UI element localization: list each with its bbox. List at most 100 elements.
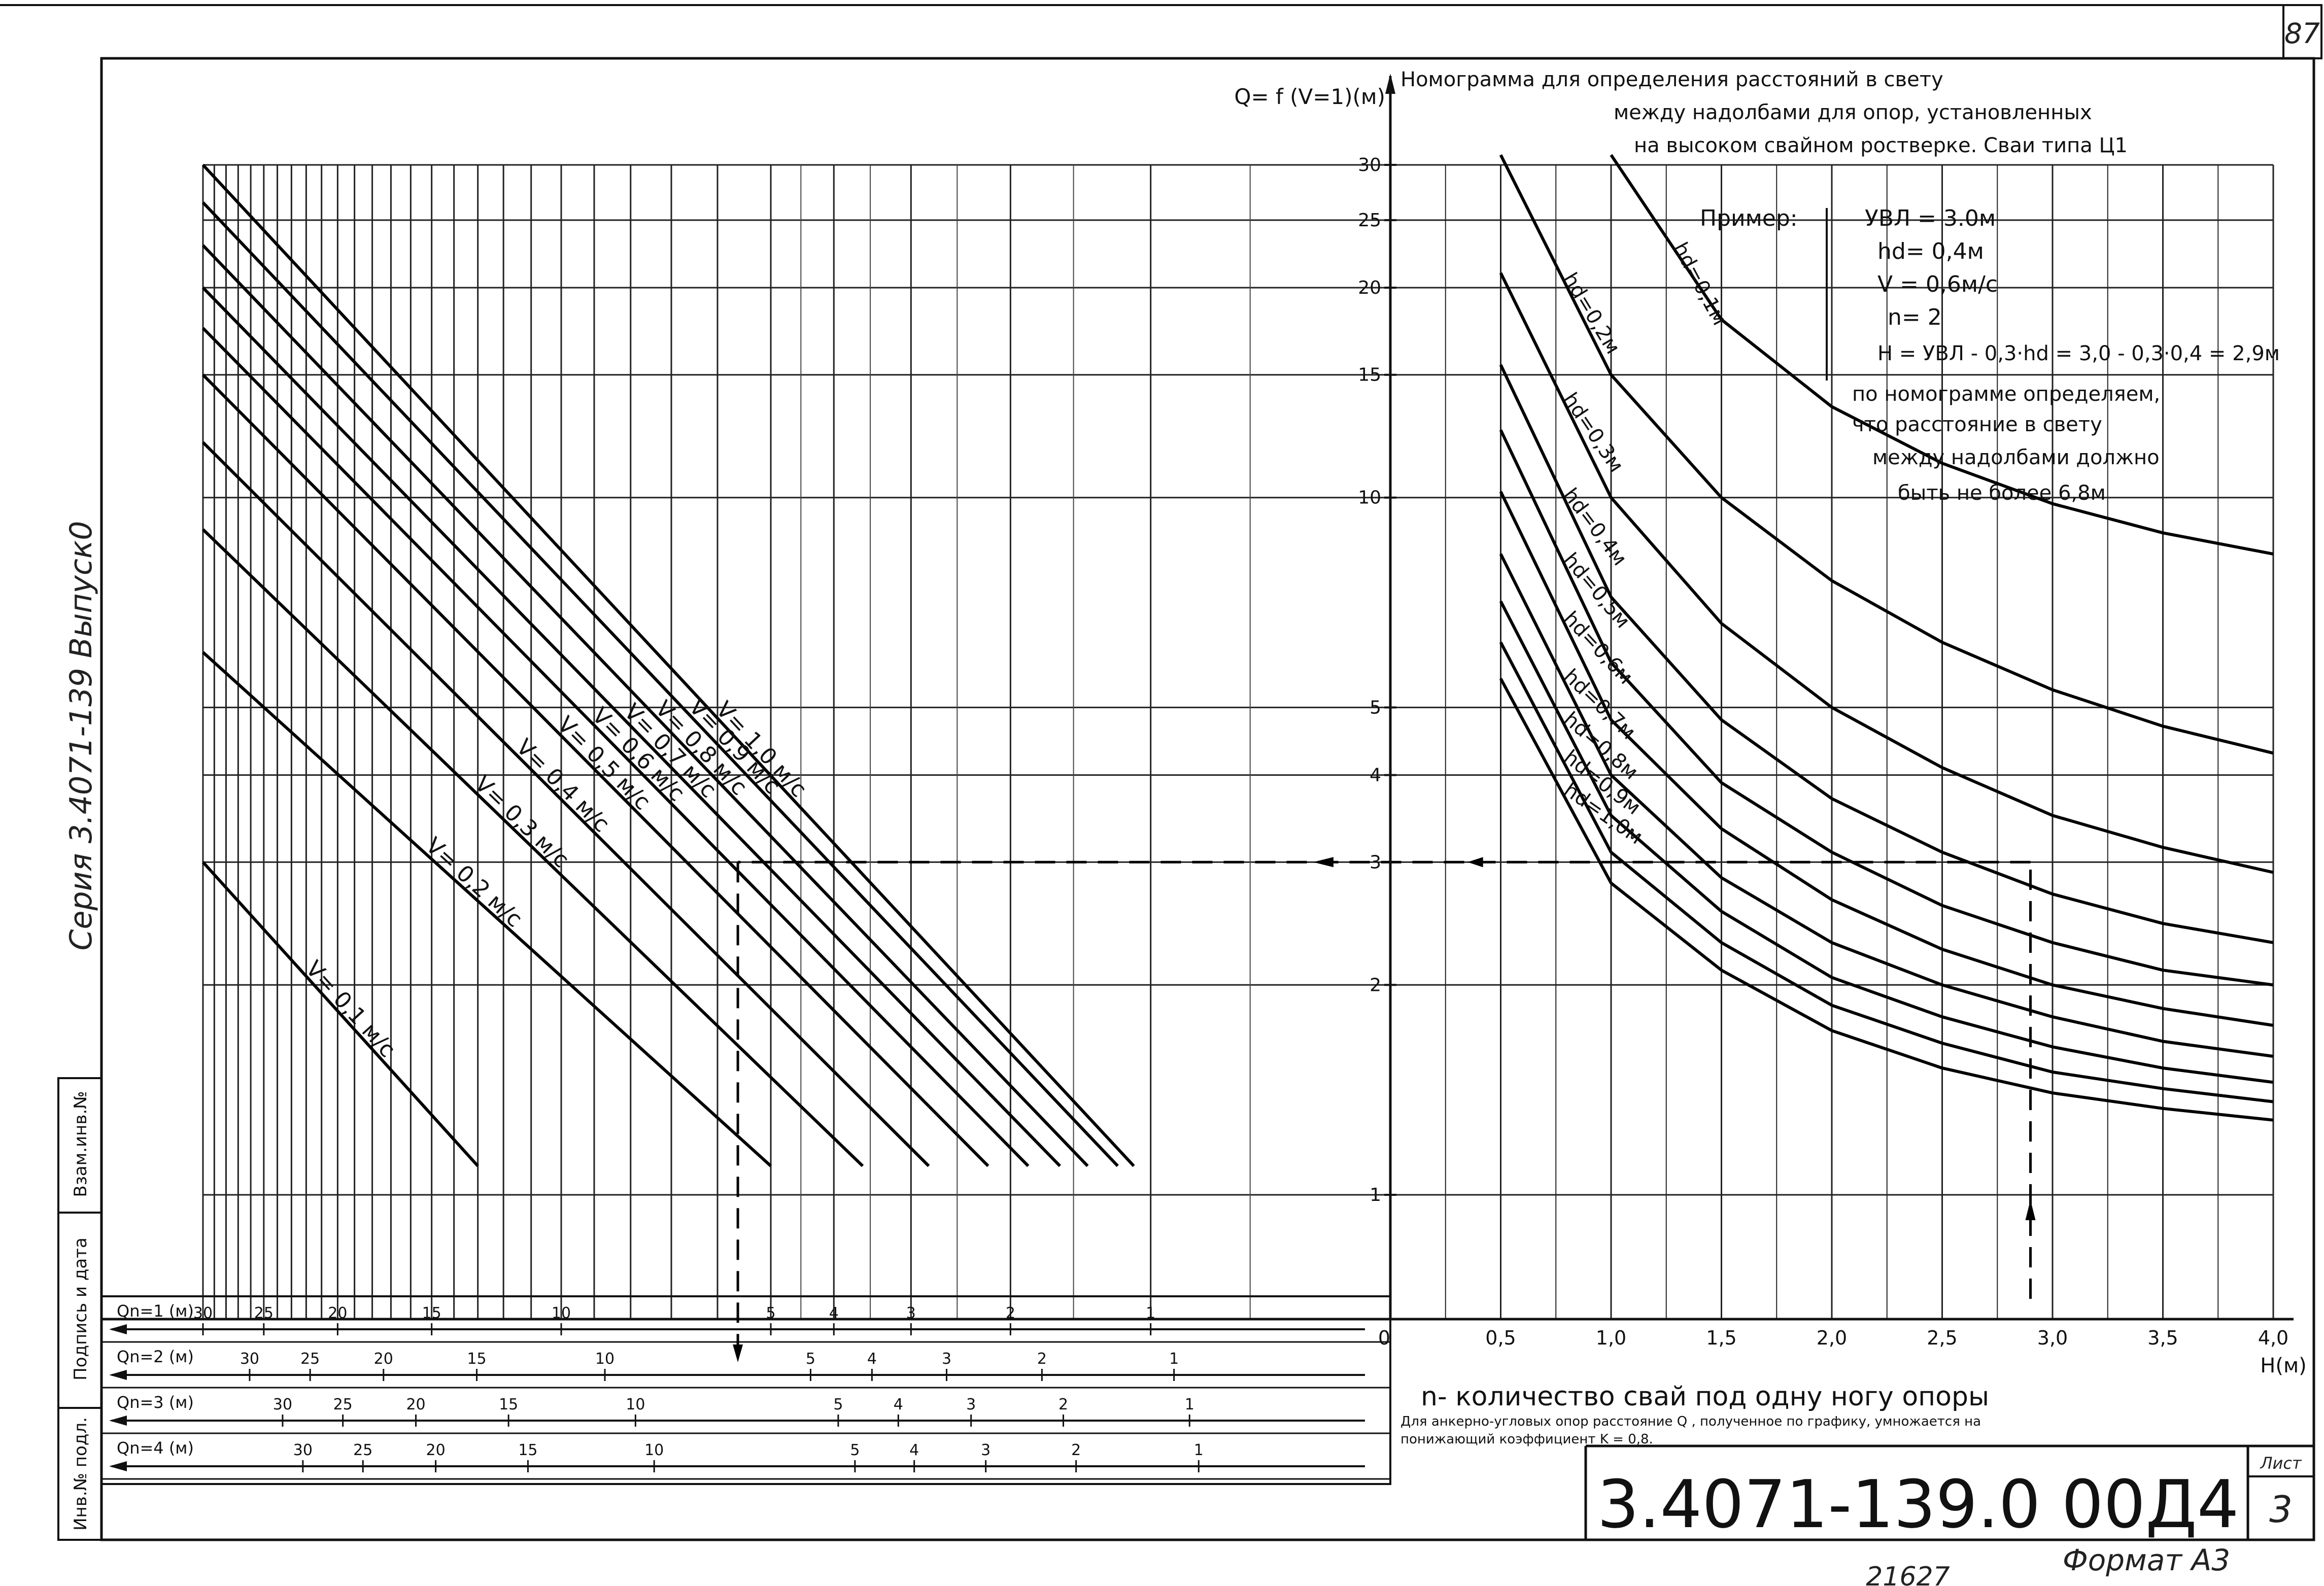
q-tick-label: 15 xyxy=(518,1441,537,1459)
hd-curve xyxy=(1499,491,2274,1027)
velocity-line xyxy=(201,163,1135,1167)
example-arrow-left xyxy=(1313,857,1334,868)
velocity-line xyxy=(201,244,1089,1167)
axes: 1 2 3 4 5 10 15 20 25 30 0,5 1,0 1,5 2,0 2,5 3,0 3,5 4,0 0… xyxy=(1358,155,2307,1377)
q-axis-label: Q= f (V=1)(м) xyxy=(1234,84,1385,109)
q-axis-label: Qn=2 (м) xyxy=(117,1347,194,1366)
q-tick-label: 10 xyxy=(626,1396,645,1413)
note-piles: n- количество свай под одну ногу опоры xyxy=(1421,1382,1989,1412)
sheet-number: 3 xyxy=(2269,1488,2293,1531)
example-arrow-left xyxy=(1467,857,1483,868)
q-axis-arrow xyxy=(109,1416,127,1426)
sheet-label: Лист xyxy=(2260,1454,2302,1473)
bottom-number: 21627 xyxy=(1866,1562,1950,1586)
y-tick-label: 25 xyxy=(1358,210,1381,231)
y-tick-label: 2 xyxy=(1370,975,1381,995)
velocity-line xyxy=(201,528,864,1167)
example-arrow-down xyxy=(733,1344,743,1362)
example-line: V = 0,6м/с xyxy=(1877,271,1998,297)
velocity-labels: V= 1,0 м/сV= 0,9 м/сV= 0,8 м/сV= 0,7 м/с… xyxy=(300,694,811,1062)
x-axis-label: H(м) xyxy=(2260,1354,2306,1377)
bottom-notes: n- количество свай под одну ногу опоры Д… xyxy=(1400,1382,1989,1447)
title-line-3: на высоком свайном ростверке. Сваи типа … xyxy=(1634,134,2128,157)
hd-curve xyxy=(1610,154,2274,556)
q-axis-arrow xyxy=(1385,74,1395,94)
q-tick-label: 10 xyxy=(644,1441,664,1459)
q-tick-label: 2 xyxy=(1071,1441,1081,1459)
q-tick-label: 3 xyxy=(966,1396,976,1413)
example-path xyxy=(733,857,2036,1362)
q-axis-arrow xyxy=(109,1461,127,1471)
q-tick-label: 1 xyxy=(1185,1396,1194,1413)
q-tick-label: 30 xyxy=(293,1441,313,1459)
y-tick-label: 20 xyxy=(1358,278,1381,298)
title-line-2: между надолбами для опор, установленных xyxy=(1614,101,2092,124)
q-tick-label: 30 xyxy=(240,1350,259,1368)
hd-curve xyxy=(1499,553,2274,1058)
y-tick-label: 1 xyxy=(1370,1185,1381,1205)
y-tick-label: 3 xyxy=(1370,852,1381,873)
q-axis-arrow xyxy=(109,1324,127,1334)
velocity-lines xyxy=(201,163,1135,1167)
hd-curves xyxy=(1499,154,2274,1122)
corner-box xyxy=(2282,4,2322,59)
q-tick-label: 2 xyxy=(1058,1396,1068,1413)
x-tick-label: 1,0 xyxy=(1596,1327,1626,1349)
y-tick-label: 5 xyxy=(1370,697,1381,718)
x-tick-label: 3,5 xyxy=(2147,1327,2178,1349)
q-tick-label: 25 xyxy=(300,1350,320,1368)
q-axis-arrow xyxy=(109,1370,127,1380)
q-tick-label: 10 xyxy=(595,1350,614,1368)
q-tick-label: 1 xyxy=(1194,1441,1204,1459)
hd-curve xyxy=(1499,364,2274,944)
q-axis-label: Qn=1 (м) xyxy=(117,1301,194,1321)
y-tick-label: 15 xyxy=(1358,365,1381,386)
q-tick-label: 15 xyxy=(499,1396,518,1413)
velocity-label: V= 0,1 м/с xyxy=(300,956,400,1062)
y-tick-label: 4 xyxy=(1370,765,1381,786)
x-tick-label: 4,0 xyxy=(2258,1327,2288,1349)
example-result: что расстояние в свету xyxy=(1852,413,2102,436)
q-tick-label: 3 xyxy=(906,1304,916,1322)
example-arrow-up xyxy=(2025,1200,2036,1220)
note-coef: понижающий коэффициент K = 0,8. xyxy=(1400,1432,1653,1447)
x-tick-label: 2,5 xyxy=(1927,1327,1957,1349)
example-block: Пример: УВЛ = 3.0м hd= 0,4м V = 0,6м/с n… xyxy=(1700,205,2280,505)
q-tick-label: 3 xyxy=(981,1441,990,1459)
q-axes-panel: Qn=1 (м)30 25 20 15 10 5 4 3 2 1Qn=2 (м) 30 25 20 15 1… xyxy=(100,1295,1391,1485)
x-tick-label: 0,5 xyxy=(1485,1327,1516,1349)
hd-curve xyxy=(1499,429,2274,987)
velocity-line xyxy=(201,201,1119,1167)
y-tick-label: 30 xyxy=(1358,155,1381,176)
q-tick-label: 20 xyxy=(406,1396,425,1413)
velocity-line xyxy=(201,861,479,1167)
x-tick-label: 1,5 xyxy=(1706,1327,1736,1349)
hd-curve xyxy=(1499,272,2274,874)
x-tick-label: 3,0 xyxy=(2037,1327,2068,1349)
q-tick-label: 25 xyxy=(353,1441,372,1459)
q-tick-label: 25 xyxy=(333,1396,353,1413)
velocity-line xyxy=(201,286,1062,1167)
example-result: между надолбами должно xyxy=(1872,446,2160,469)
q-tick-label: 5 xyxy=(766,1304,776,1322)
format-label: Формат А3 xyxy=(2063,1543,2230,1577)
example-line: УВЛ = 3.0м xyxy=(1865,205,1996,231)
velocity-line xyxy=(201,373,989,1167)
x-origin-label: 0 xyxy=(1378,1327,1390,1349)
example-line: n= 2 xyxy=(1888,304,1942,330)
q-tick-label: 1 xyxy=(1146,1304,1155,1322)
q-tick-label: 5 xyxy=(850,1441,860,1459)
q-axis-label: Qn=3 (м) xyxy=(117,1393,194,1412)
q-tick-label: 15 xyxy=(467,1350,486,1368)
doc-code: 3.4071-139.0 00Д4 xyxy=(1597,1466,2239,1543)
example-line: hd= 0,4м xyxy=(1877,238,1984,264)
nomogram-title: Номограмма для определения расстояний в … xyxy=(1400,68,2128,157)
q-tick-label: 4 xyxy=(829,1304,839,1322)
velocity-label: V= 0,2 м/с xyxy=(421,833,527,933)
side-box-label: Взам.инв.№ xyxy=(71,1091,91,1197)
q-tick-label: 4 xyxy=(894,1396,903,1413)
note-anchor: Для анкерно-угловых опор расстояние Q , … xyxy=(1400,1414,1981,1429)
q-tick-label: 1 xyxy=(1169,1350,1179,1368)
velocity-line xyxy=(201,651,772,1167)
